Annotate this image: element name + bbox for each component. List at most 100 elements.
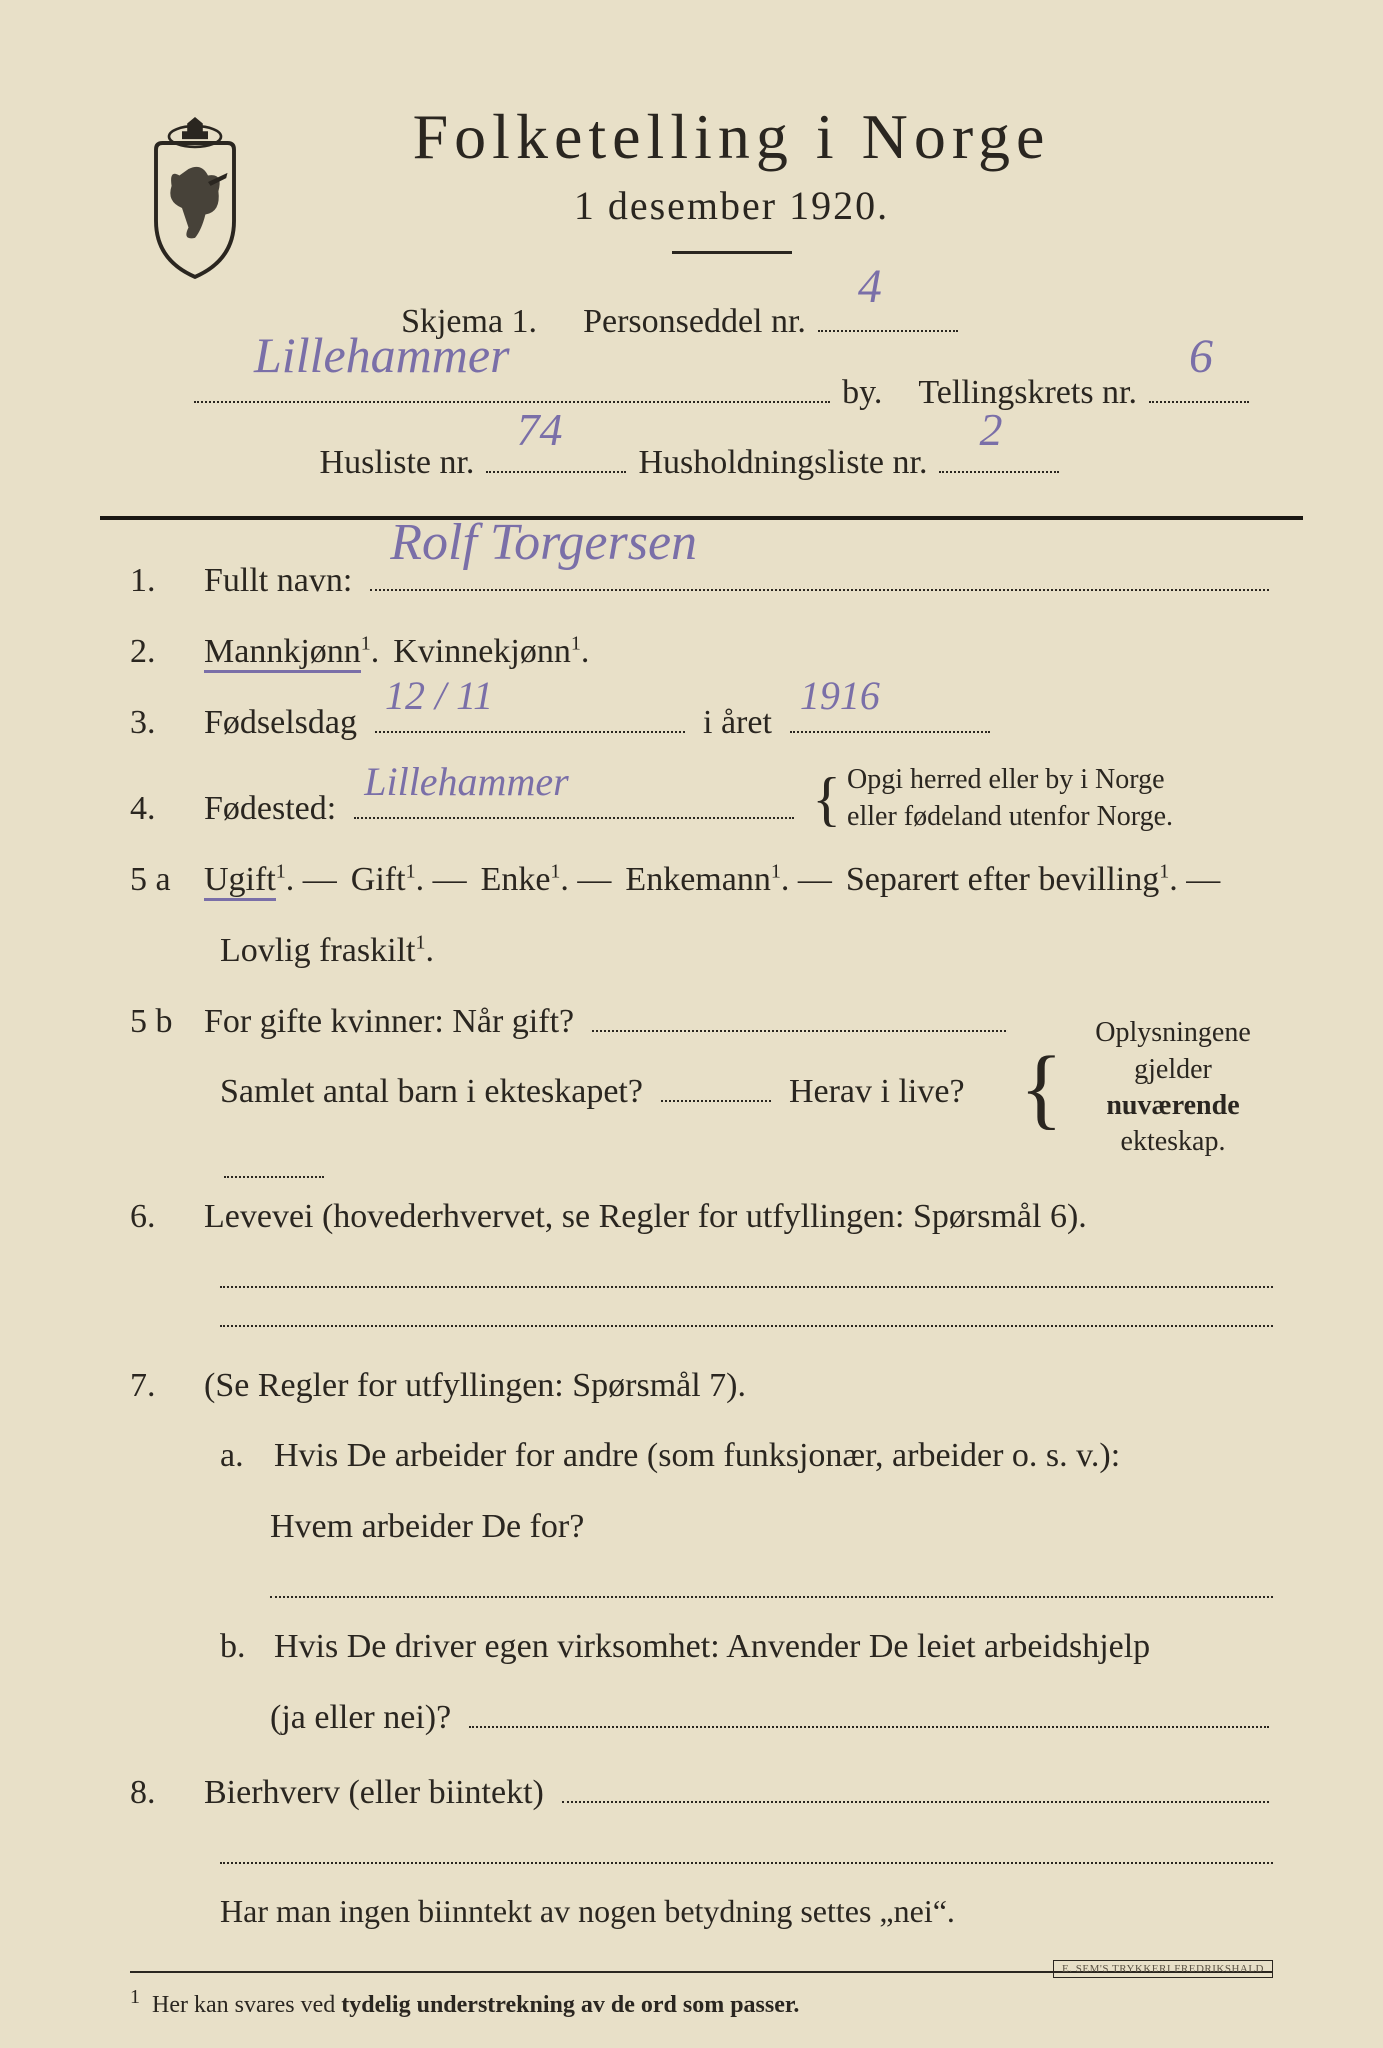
- q8-field1: [562, 1764, 1269, 1803]
- title-block: Folketelling i Norge 1 desember 1920.: [290, 100, 1273, 272]
- by-label: by.: [842, 361, 882, 426]
- title-divider: [672, 251, 792, 254]
- q5a-separert: Separert efter bevilling1. —: [846, 849, 1220, 912]
- q7-label: (Se Regler for utfyllingen: Spørsmål 7).: [204, 1355, 746, 1418]
- q5b-q2-field: [661, 1063, 771, 1102]
- personseddel-label: Personseddel nr.: [583, 290, 806, 355]
- q7a-row1: a. Hvis De arbeider for andre (som funks…: [130, 1425, 1273, 1488]
- personseddel-field: 4: [818, 293, 958, 332]
- q7b-field: [469, 1689, 1269, 1728]
- q5a-row2: Lovlig fraskilt1.: [130, 920, 1273, 983]
- q7b-text2: (ja eller nei)?: [270, 1687, 451, 1750]
- q4-field: Lillehammer: [354, 779, 794, 818]
- q5b-q1-field: [592, 992, 1006, 1031]
- q5b-q3: Herav i live?: [789, 1061, 965, 1124]
- subtitle: 1 desember 1920.: [290, 182, 1173, 229]
- header: Folketelling i Norge 1 desember 1920.: [130, 100, 1273, 280]
- q8-note-row: Har man ingen biinntekt av nogen betydni…: [130, 1882, 1273, 1941]
- q4-note: { Opgi herred eller by i Norge eller fød…: [812, 762, 1173, 835]
- q7b-row2: (ja eller nei)?: [130, 1687, 1273, 1750]
- by-value: Lillehammer: [254, 308, 510, 403]
- q7a-row2: Hvem arbeider De for?: [130, 1496, 1273, 1559]
- husholdning-field: 2: [939, 434, 1059, 473]
- q5b-q1: For gifte kvinner: Når gift?: [204, 991, 574, 1054]
- q3-year-label: i året: [703, 692, 772, 755]
- q7b-text1: Hvis De driver egen virksomhet: Anvender…: [274, 1616, 1150, 1679]
- main-title: Folketelling i Norge: [290, 100, 1173, 174]
- q8-field2: [220, 1861, 1273, 1864]
- q7a-text1: Hvis De arbeider for andre (som funksjon…: [274, 1425, 1120, 1488]
- q3-year-field: 1916: [790, 693, 990, 732]
- header-divider: [100, 516, 1303, 520]
- q2-num: 2.: [130, 621, 190, 684]
- q8-note: Har man ingen biinntekt av nogen betydni…: [220, 1882, 955, 1941]
- form-body: 1. Fullt navn: Rolf Torgersen 2. Mannkjø…: [130, 550, 1273, 2028]
- husholdning-label: Husholdningsliste nr.: [638, 431, 927, 496]
- q7-row: 7. (Se Regler for utfyllingen: Spørsmål …: [130, 1355, 1273, 1418]
- q5b-row2: Samlet antal barn i ekteskapet? Herav i …: [130, 1061, 1010, 1177]
- q6-label: Levevei (hovederhvervet, se Regler for u…: [204, 1186, 1087, 1249]
- q2-row: 2. Mannkjønn1. Kvinnekjønn1.: [130, 621, 1273, 684]
- q1-value: Rolf Torgersen: [390, 495, 697, 591]
- q7a-num: a.: [220, 1425, 260, 1488]
- tellingskrets-value: 6: [1189, 311, 1213, 402]
- q1-num: 1.: [130, 550, 190, 613]
- q5a-fraskilt: Lovlig fraskilt1.: [220, 920, 434, 983]
- q5a-num: 5 a: [130, 849, 190, 912]
- q6-row: 6. Levevei (hovederhvervet, se Regler fo…: [130, 1186, 1273, 1249]
- q5b-q3-field: [224, 1138, 324, 1177]
- q4-value: Lillehammer: [364, 745, 568, 819]
- q5a-ugift: Ugift1. —: [204, 849, 337, 912]
- q7a-text2: Hvem arbeider De for?: [270, 1496, 584, 1559]
- q8-num: 8.: [130, 1762, 190, 1825]
- q4-row: 4. Fødested: Lillehammer { Opgi herred e…: [130, 762, 1273, 840]
- q5b-note: Oplysningene gjelder nuværende ekteskap.: [1073, 1015, 1273, 1161]
- footnote: 1 Her kan svares ved tydelig understrekn…: [130, 1971, 1273, 2027]
- husliste-label: Husliste nr.: [320, 431, 475, 496]
- by-field: Lillehammer: [194, 363, 830, 402]
- q6-field2: [220, 1324, 1273, 1327]
- footnote-text: Her kan svares ved tydelig understreknin…: [152, 1992, 799, 2018]
- footnote-num: 1: [130, 1986, 140, 2008]
- q5a-gift: Gift1. —: [351, 849, 467, 912]
- q3-num: 3.: [130, 692, 190, 755]
- q5a-enkemann: Enkemann1. —: [625, 849, 831, 912]
- census-form-page: Folketelling i Norge 1 desember 1920. Sk…: [0, 0, 1383, 2048]
- q5a-enke: Enke1. —: [481, 849, 612, 912]
- q3-day-field: 12 / 11: [375, 693, 685, 732]
- q7-num: 7.: [130, 1355, 190, 1418]
- brace-left-icon: {: [812, 784, 841, 814]
- tellingskrets-field: 6: [1149, 363, 1249, 402]
- q2-mann: Mannkjønn1.: [204, 621, 379, 684]
- q3-day-value: 12 / 11: [385, 659, 493, 733]
- q7b-num: b.: [220, 1616, 260, 1679]
- q5a-row: 5 a Ugift1. — Gift1. — Enke1. — Enkemann…: [130, 849, 1273, 912]
- q4-label: Fødested:: [204, 778, 336, 841]
- q1-row: 1. Fullt navn: Rolf Torgersen: [130, 550, 1273, 613]
- husholdning-value: 2: [979, 386, 1002, 473]
- q5b-row1: 5 b For gifte kvinner: Når gift?: [130, 991, 1010, 1054]
- q6-num: 6.: [130, 1186, 190, 1249]
- printer-mark: E. SEM'S TRYKKERI FREDRIKSHALD: [1053, 1960, 1273, 1978]
- q5b-q2: Samlet antal barn i ekteskapet?: [220, 1061, 643, 1124]
- q7a-field: [270, 1595, 1273, 1598]
- q5b-block: 5 b For gifte kvinner: Når gift? Samlet …: [130, 991, 1273, 1186]
- q1-label: Fullt navn:: [204, 550, 352, 613]
- q6-field1: [220, 1285, 1273, 1288]
- meta-block: Skjema 1. Personseddel nr. 4 Lillehammer…: [190, 290, 1253, 496]
- q4-num: 4.: [130, 778, 190, 841]
- coat-of-arms-icon: [130, 110, 260, 280]
- brace-icon: {: [1020, 1066, 1063, 1111]
- q3-label: Fødselsdag: [204, 692, 357, 755]
- q8-row: 8. Bierhverv (eller biintekt): [130, 1762, 1273, 1825]
- q5b-num: 5 b: [130, 991, 190, 1054]
- personseddel-value: 4: [858, 241, 882, 332]
- q1-field: Rolf Torgersen: [370, 551, 1269, 590]
- husliste-field: 74: [486, 434, 626, 473]
- tellingskrets-label: Tellingskrets nr.: [918, 361, 1137, 426]
- q8-label: Bierhverv (eller biintekt): [204, 1762, 544, 1825]
- q3-year-value: 1916: [800, 659, 880, 733]
- husliste-value: 74: [516, 386, 562, 473]
- q7b-row1: b. Hvis De driver egen virksomhet: Anven…: [130, 1616, 1273, 1679]
- q3-row: 3. Fødselsdag 12 / 11 i året 1916: [130, 692, 1273, 755]
